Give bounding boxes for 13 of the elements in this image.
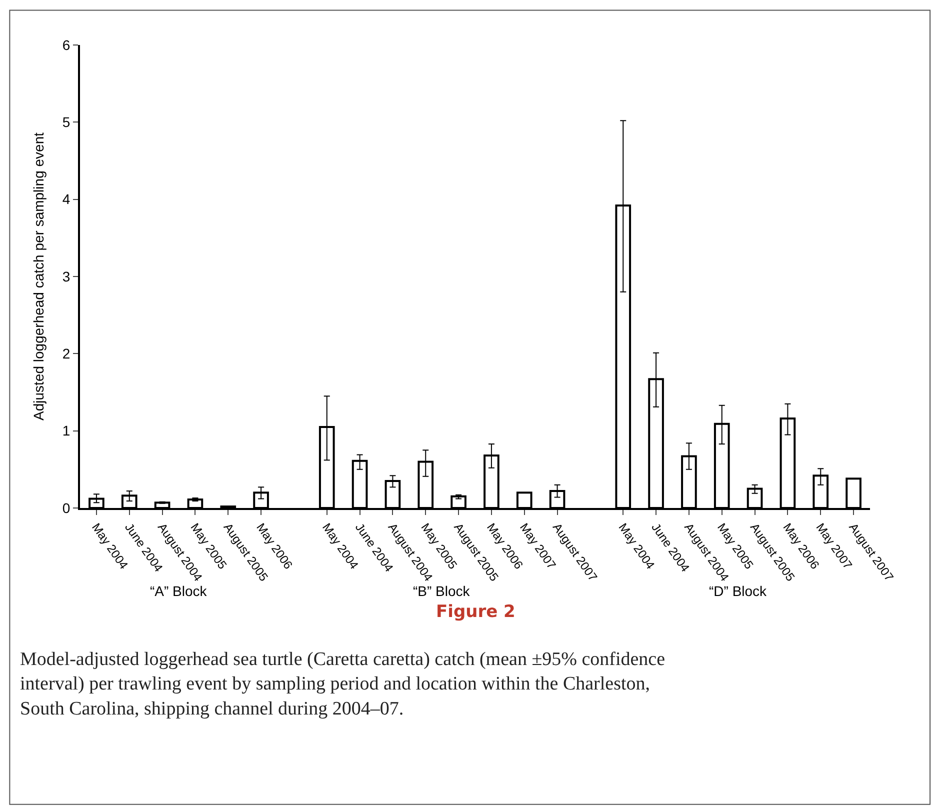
caption: Figure 2 [436, 602, 516, 622]
text: “A” Block [150, 583, 208, 599]
text: “D” Block [709, 583, 768, 599]
text: Model-adjusted loggerhead sea turtle (Caretta caretta) catch (mean ±95% confidence interval) per trawling event by sampling period and location within the Charleston, South Carolina, shipping channel during 2004–07. [20, 649, 666, 720]
y-tick-label: 6 [62, 36, 70, 53]
y-tick-label: 0 [62, 500, 70, 516]
y-tick-label: 4 [62, 191, 70, 208]
y-axis-title: Adjusted loggerhead catch per sampling event [30, 132, 47, 420]
y-tick-label: 1 [62, 422, 70, 439]
y-tick-label: 2 [62, 346, 70, 362]
y-tick-label: 5 [62, 114, 70, 130]
y-tick-label: 3 [62, 268, 70, 284]
text: “B” Block [413, 583, 471, 599]
